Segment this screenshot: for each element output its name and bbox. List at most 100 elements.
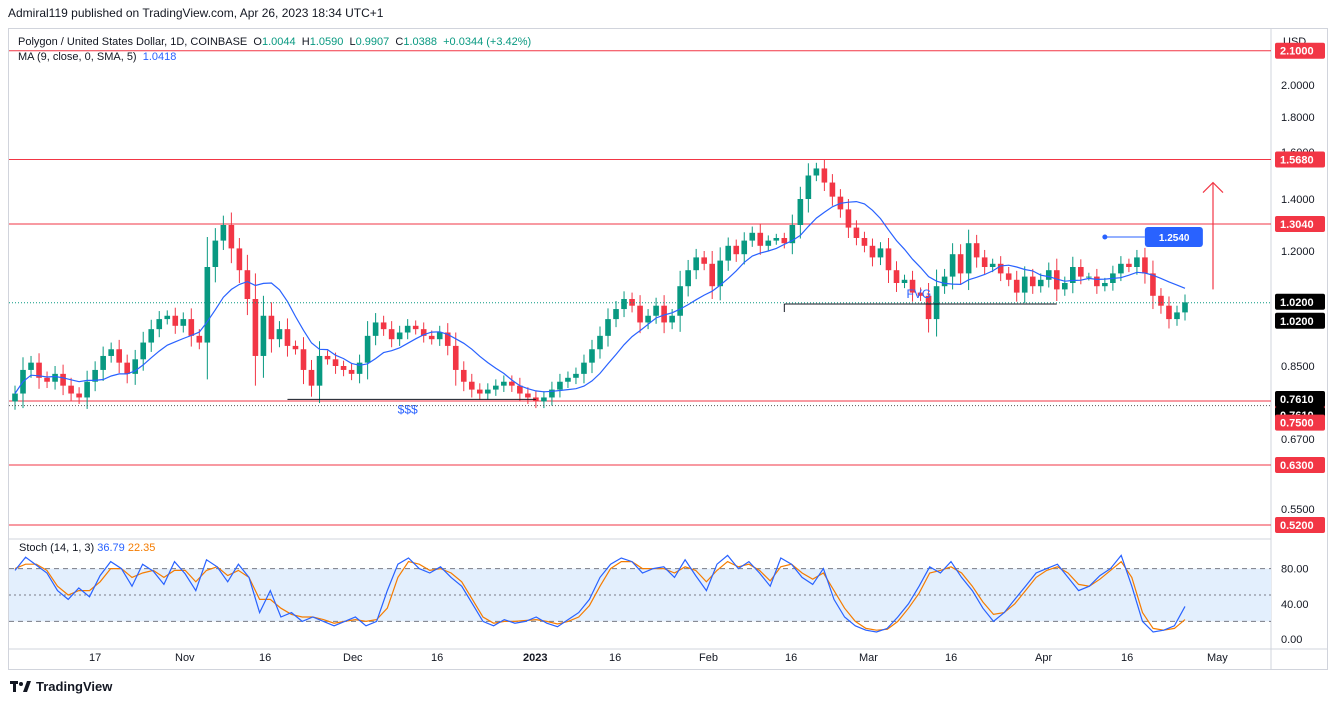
candle-body[interactable] <box>821 168 828 183</box>
candle-body[interactable] <box>172 315 179 326</box>
candle-body[interactable] <box>525 393 531 398</box>
candle-body[interactable] <box>1142 257 1148 274</box>
candle-body[interactable] <box>428 335 435 340</box>
candle-body[interactable] <box>180 319 187 326</box>
candle-body[interactable] <box>76 393 82 398</box>
candle-body[interactable] <box>557 381 563 390</box>
candle-body[interactable] <box>653 305 659 316</box>
candle-body[interactable] <box>1070 267 1076 283</box>
candle-body[interactable] <box>701 257 707 264</box>
candle-body[interactable] <box>669 315 675 323</box>
candle-body[interactable] <box>252 299 259 356</box>
candle-body[interactable] <box>1094 276 1100 287</box>
candle-body[interactable] <box>452 345 459 370</box>
candle-body[interactable] <box>332 359 339 366</box>
candle-body[interactable] <box>645 315 651 323</box>
candle-body[interactable] <box>997 263 1004 274</box>
candle-body[interactable] <box>901 279 908 283</box>
candle-body[interactable] <box>260 315 267 356</box>
candle-body[interactable] <box>468 381 475 390</box>
candle-body[interactable] <box>861 238 868 246</box>
candle-body[interactable] <box>124 362 130 374</box>
candle-body[interactable] <box>661 305 667 323</box>
candle-body[interactable] <box>1102 283 1108 287</box>
candle-body[interactable] <box>28 362 34 370</box>
candle-body[interactable] <box>789 225 796 244</box>
candle-body[interactable] <box>388 329 395 340</box>
candle-body[interactable] <box>316 355 323 386</box>
candle-body[interactable] <box>220 225 227 241</box>
candle-body[interactable] <box>725 245 732 261</box>
candle-body[interactable] <box>893 270 900 283</box>
candle-body[interactable] <box>541 397 547 402</box>
candle-body[interactable] <box>308 369 315 386</box>
candle-body[interactable] <box>941 276 948 287</box>
candle-body[interactable] <box>1037 279 1044 287</box>
candle-body[interactable] <box>1053 270 1060 290</box>
candle-body[interactable] <box>581 362 587 374</box>
price-axis[interactable] <box>1271 29 1327 669</box>
candle-body[interactable] <box>1126 263 1132 267</box>
candle-body[interactable] <box>380 322 387 330</box>
candle-body[interactable] <box>148 329 155 343</box>
candle-body[interactable] <box>829 182 836 197</box>
candles-group[interactable] <box>12 159 1188 410</box>
candle-body[interactable] <box>813 168 820 176</box>
candle-body[interactable] <box>877 248 884 258</box>
candle-body[interactable] <box>749 232 756 241</box>
candle-body[interactable] <box>324 355 331 360</box>
chart-area[interactable]: USD2.00001.80001.60001.40001.20001.05000… <box>8 28 1328 670</box>
candle-body[interactable] <box>1086 276 1092 278</box>
candle-body[interactable] <box>845 209 852 228</box>
candle-body[interactable] <box>420 329 427 336</box>
candle-body[interactable] <box>773 238 780 241</box>
candle-body[interactable] <box>44 377 50 382</box>
candle-body[interactable] <box>549 389 555 398</box>
candle-body[interactable] <box>917 292 924 296</box>
stoch-d-line[interactable] <box>14 560 1186 631</box>
candle-body[interactable] <box>412 325 419 330</box>
candle-body[interactable] <box>605 319 611 336</box>
moving-average-line[interactable] <box>14 200 1186 394</box>
candle-body[interactable] <box>188 319 195 336</box>
candle-body[interactable] <box>517 385 523 394</box>
candle-body[interactable] <box>629 299 635 306</box>
candle-body[interactable] <box>485 389 491 394</box>
candle-body[interactable] <box>244 270 251 299</box>
candle-body[interactable] <box>981 257 988 267</box>
candle-body[interactable] <box>1174 312 1180 320</box>
candle-body[interactable] <box>965 243 972 274</box>
candle-body[interactable] <box>533 397 539 402</box>
candle-body[interactable] <box>621 299 627 310</box>
candle-body[interactable] <box>709 263 715 287</box>
candle-body[interactable] <box>597 335 603 350</box>
candle-body[interactable] <box>909 279 916 293</box>
candle-body[interactable] <box>196 335 203 343</box>
candle-body[interactable] <box>733 245 740 255</box>
candle-body[interactable] <box>493 385 499 390</box>
candle-body[interactable] <box>589 349 595 363</box>
candle-body[interactable] <box>565 377 571 382</box>
candle-body[interactable] <box>1182 302 1188 313</box>
candle-body[interactable] <box>613 309 619 320</box>
candle-body[interactable] <box>348 369 355 374</box>
candle-body[interactable] <box>364 335 371 363</box>
tradingview-logo[interactable]: TradingView <box>10 679 112 694</box>
candle-body[interactable] <box>853 227 860 238</box>
candle-body[interactable] <box>1005 273 1012 280</box>
candle-body[interactable] <box>1158 295 1164 306</box>
candle-body[interactable] <box>60 373 66 386</box>
candle-body[interactable] <box>797 199 804 225</box>
candle-body[interactable] <box>476 389 483 394</box>
candle-body[interactable] <box>573 373 579 378</box>
candle-body[interactable] <box>404 325 411 333</box>
candle-body[interactable] <box>140 342 147 360</box>
candle-body[interactable] <box>460 369 467 382</box>
callout-box[interactable] <box>1144 226 1203 247</box>
candle-body[interactable] <box>396 332 403 340</box>
candle-body[interactable] <box>741 240 748 255</box>
candle-body[interactable] <box>284 329 291 346</box>
candle-body[interactable] <box>132 359 139 374</box>
candle-body[interactable] <box>268 315 275 340</box>
candle-body[interactable] <box>52 373 58 382</box>
